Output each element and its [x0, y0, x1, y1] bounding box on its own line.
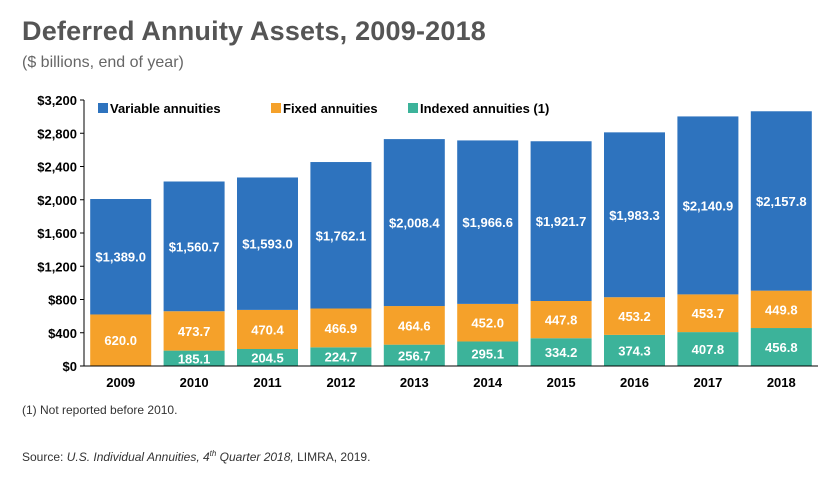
bar-segment	[457, 341, 519, 366]
bar-segment	[604, 334, 665, 366]
legend-label: Variable annuities	[110, 101, 221, 116]
bar-segment	[163, 350, 225, 366]
legend-swatch	[271, 103, 281, 113]
bar-segment	[163, 311, 225, 351]
legend-swatch	[98, 103, 108, 113]
bar-segment	[677, 332, 739, 366]
y-tick-label: $1,600	[37, 226, 77, 241]
legend-label: Fixed annuities	[283, 101, 378, 116]
bar-segment	[457, 140, 519, 304]
y-tick-label: $2,800	[37, 126, 77, 141]
footnote: (1) Not reported before 2010.	[22, 403, 178, 417]
data-label: 452.0	[471, 316, 504, 331]
bar-segment	[237, 349, 298, 366]
data-label: 456.8	[765, 340, 798, 355]
source-suffix: LIMRA, 2019.	[293, 450, 371, 464]
data-label: 334.2	[545, 345, 578, 360]
bar-segment	[237, 309, 298, 350]
bar-segment	[530, 300, 592, 339]
x-tick-label: 2016	[620, 375, 649, 390]
bar-segment	[530, 338, 592, 366]
x-tick-label: 2010	[180, 375, 209, 390]
x-tick-label: 2018	[767, 375, 796, 390]
bar-segment	[677, 294, 739, 333]
data-label: 473.7	[178, 324, 211, 339]
x-tick-label: 2013	[400, 375, 429, 390]
data-label: 374.3	[618, 343, 651, 358]
data-label: 185.1	[178, 351, 211, 366]
bar-segment	[750, 290, 812, 329]
data-label: $1,593.0	[242, 237, 293, 252]
data-label: 470.4	[251, 322, 284, 337]
bar-segment	[604, 132, 665, 298]
bar-segment	[677, 116, 739, 295]
x-tick-label: 2011	[253, 375, 281, 390]
data-label: 453.2	[618, 309, 651, 324]
data-label: 224.7	[325, 350, 358, 365]
source-title: U.S. Individual Annuities, 4	[66, 450, 210, 464]
source-line: Source: U.S. Individual Annuities, 4th Q…	[22, 449, 370, 464]
bar-segment	[310, 347, 372, 366]
data-label: 407.8	[692, 342, 725, 357]
data-label: $2,140.9	[683, 198, 734, 213]
data-label: 447.8	[545, 313, 578, 328]
bar-segment	[90, 314, 152, 366]
y-tick-label: $2,000	[37, 193, 77, 208]
y-tick-label: $2,400	[37, 160, 77, 175]
x-tick-label: 2014	[473, 375, 503, 390]
source-prefix: Source:	[22, 450, 67, 464]
bar-segment	[310, 162, 372, 309]
x-tick-label: 2009	[106, 375, 135, 390]
data-label: 256.7	[398, 348, 431, 363]
data-label: 449.8	[765, 302, 798, 317]
legend-label: Indexed annuities (1)	[420, 101, 549, 116]
bar-segment	[604, 297, 665, 335]
y-tick-label: $400	[48, 326, 77, 341]
data-label: 453.7	[692, 306, 725, 321]
y-tick-label: $3,200	[37, 93, 77, 108]
data-label: 204.5	[251, 351, 284, 366]
y-tick-label: $800	[48, 293, 77, 308]
x-tick-label: 2017	[693, 375, 722, 390]
bar-segment	[237, 177, 298, 310]
x-tick-label: 2012	[326, 375, 355, 390]
bar-segment	[750, 111, 812, 291]
bar-segment	[163, 181, 225, 312]
x-tick-label: 2015	[547, 375, 576, 390]
y-tick-label: $1,200	[37, 259, 77, 274]
source-title-tail: Quarter 2018,	[216, 450, 294, 464]
bar-segment	[383, 344, 445, 366]
data-label: 620.0	[104, 333, 137, 348]
data-label: 295.1	[471, 347, 504, 362]
bar-segment	[530, 141, 592, 301]
data-label: $1,966.6	[462, 215, 513, 230]
bar-segment	[90, 199, 152, 315]
chart-title: Deferred Annuity Assets, 2009-2018	[22, 16, 487, 46]
data-label: $1,983.3	[609, 208, 660, 223]
data-label: $2,157.8	[756, 194, 807, 209]
bar-segment	[310, 308, 372, 348]
legend-swatch	[408, 103, 418, 113]
bar-segment	[457, 303, 519, 342]
data-label: 466.9	[325, 321, 358, 336]
data-label: $1,389.0	[95, 250, 146, 265]
data-label: $2,008.4	[389, 216, 440, 231]
bar-segment	[383, 306, 445, 345]
data-label: $1,560.7	[169, 239, 220, 254]
bar-segment	[383, 139, 445, 307]
bar-segment	[750, 328, 812, 366]
chart-subtitle: ($ billions, end of year)	[22, 54, 184, 71]
data-label: $1,762.1	[316, 228, 367, 243]
data-label: $1,921.7	[536, 214, 587, 229]
source-title-superscript: th	[209, 449, 217, 458]
data-label: 464.6	[398, 318, 431, 333]
y-tick-label: $0	[63, 359, 77, 374]
